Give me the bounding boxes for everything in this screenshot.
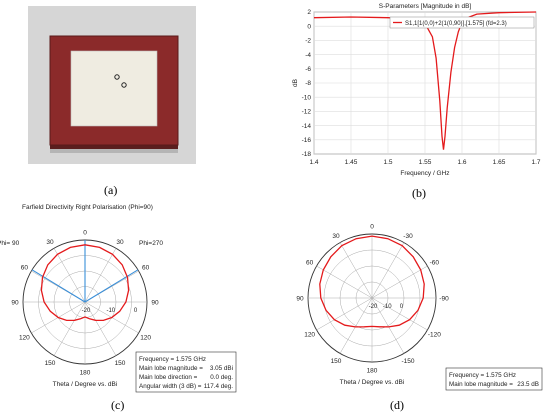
radial-tick-label: -10: [106, 308, 115, 314]
radial-tick-label: -10: [383, 304, 392, 310]
polar-spoke: [53, 301, 86, 356]
info-value: 3.05 dBi: [210, 365, 233, 372]
radial-tick-label: -20: [82, 308, 91, 314]
x-tick-label: 1.7: [531, 159, 540, 166]
polar-spoke: [371, 297, 428, 331]
x-tick-label: 1.45: [345, 159, 358, 166]
polar-spoke: [316, 265, 373, 299]
chart-title: Farfield Directivity Right Polarisation …: [22, 204, 153, 211]
info-box: [135, 351, 237, 393]
patch-antenna-model: [28, 6, 196, 164]
info-box: [445, 367, 543, 391]
y-tick-label: -18: [302, 151, 312, 158]
angle-tick-label: -120: [428, 332, 441, 339]
beam-width-line: [84, 269, 139, 303]
beam-width-line: [31, 269, 86, 303]
y-tick-label: -12: [302, 109, 312, 116]
x-tick-label: 1.6: [457, 159, 466, 166]
angle-tick-label: -60: [430, 260, 440, 267]
angle-tick-label: 60: [142, 265, 150, 272]
legend-label: S1,1[1(0,0)+2(1(0,90)],[1.575] (fd=2.3): [405, 21, 507, 27]
x-axis-label: Frequency / GHz: [400, 170, 449, 177]
y-tick-label: -10: [302, 94, 312, 101]
pattern-curve: [40, 244, 130, 322]
polar-spoke: [84, 301, 117, 356]
feed-point-2: [121, 82, 127, 88]
pattern-curve: [319, 235, 425, 328]
polar-spoke: [371, 242, 405, 299]
angle-tick-label: 30: [46, 239, 54, 246]
angle-tick-label: 0: [370, 224, 374, 231]
panel-label-b: (b): [412, 186, 426, 200]
angle-tick-label: 0: [83, 230, 87, 237]
angle-tick-label: -150: [401, 358, 414, 365]
angle-tick-label: 180: [80, 370, 91, 377]
angle-tick-label: 30: [332, 233, 340, 240]
angle-tick-label: 60: [306, 260, 314, 267]
panel-label-c: (c): [111, 398, 125, 412]
polar-spoke: [316, 297, 373, 331]
y-tick-label: -2: [305, 38, 311, 45]
info-value: 0.0 deg.: [210, 374, 233, 381]
polar-spoke: [371, 297, 405, 354]
angle-tick-label: -30: [403, 233, 413, 240]
angle-tick-label: 90: [11, 300, 19, 307]
polar-spoke: [339, 297, 373, 354]
angle-tick-label: 120: [304, 332, 315, 339]
radial-tick-label: 0: [134, 308, 138, 314]
angle-tick-label: -90: [439, 296, 449, 303]
info-value: 23.5 dB: [517, 381, 539, 388]
panel-label-d: (d): [390, 398, 404, 412]
patch-metal: [70, 50, 158, 127]
y-tick-label: -4: [305, 52, 311, 59]
angle-tick-label: 90: [296, 296, 304, 303]
angle-tick-label: 150: [115, 360, 126, 367]
angle-tick-label: 30: [116, 239, 124, 246]
panel-label-a: (a): [104, 183, 118, 197]
legend-box: [389, 16, 535, 29]
polar-spoke: [339, 242, 373, 299]
y-tick-label: -14: [302, 123, 312, 130]
angle-tick-label: 60: [21, 265, 29, 272]
feed-point-1: [114, 74, 120, 80]
polar-spoke: [84, 248, 117, 303]
x-tick-label: 1.55: [419, 159, 432, 166]
phi-label-right: Phi=270: [139, 240, 163, 247]
info-label: Frequency = 1.575 GHz: [449, 372, 516, 379]
angle-tick-label: 150: [331, 358, 342, 365]
phi-label-left: Phi= 90: [0, 240, 20, 247]
radial-tick-label: 0: [400, 304, 404, 310]
x-tick-label: 1.5: [383, 159, 392, 166]
x-tick-label: 1.65: [493, 159, 506, 166]
angle-tick-label: 150: [45, 360, 56, 367]
info-label: Angular width (3 dB) =: [139, 383, 202, 390]
angle-tick-label: 120: [19, 335, 30, 342]
radial-tick-label: -20: [369, 304, 378, 310]
y-tick-label: 2: [307, 9, 311, 16]
angle-tick-label: 120: [140, 335, 151, 342]
x-tick-label: 1.4: [309, 159, 318, 166]
y-tick-label: -8: [305, 80, 311, 87]
polar-axis-label: Theta / Degree vs. dBi: [53, 381, 118, 388]
farfield-directivity-chart: Farfield Directivity Right Polarisation …: [0, 204, 237, 393]
info-label: Main lobe magnitude =: [139, 365, 203, 372]
chart-title: S-Parameters [Magnitude in dB]: [379, 3, 472, 10]
y-axis-label: dB: [292, 79, 299, 87]
info-label: Main lobe direction =: [139, 374, 198, 381]
s-parameter-chart: S-Parameters [Magnitude in dB] 1.4 1.45 1.5…: [292, 3, 541, 177]
info-label: Frequency = 1.575 GHz: [139, 356, 206, 363]
polar-axis-label: Theta / Degree vs. dBi: [340, 379, 405, 386]
angle-tick-label: 90: [151, 300, 159, 307]
info-label: Main lobe magnitude =: [449, 381, 513, 388]
angle-tick-label: 180: [367, 368, 378, 375]
info-value: 117.4 deg.: [204, 383, 234, 390]
polar-spoke: [371, 265, 428, 299]
y-tick-label: 0: [307, 23, 311, 30]
y-tick-label: -16: [302, 137, 312, 144]
polar-pattern-chart: 0 -30 -60 -90 -120 -150 180 150 120 90 60 30 -20 -10 0…: [296, 224, 543, 391]
y-tick-label: -6: [305, 66, 311, 73]
polar-spoke: [53, 248, 86, 303]
ground-edge: [50, 149, 178, 153]
